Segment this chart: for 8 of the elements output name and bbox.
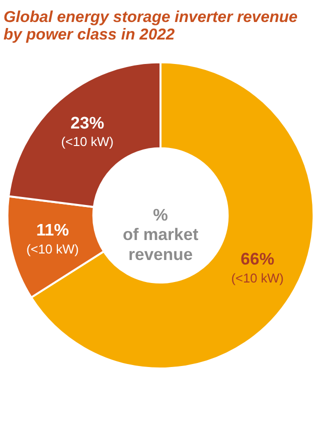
data-label: 66%	[240, 250, 274, 269]
data-label: 23%	[70, 113, 104, 132]
chart-title: Global energy storage inverter revenue by power class in 2022	[3, 8, 298, 44]
slice-label: (<10 kW)	[61, 134, 114, 150]
slice-label: (<10 kW)	[231, 270, 284, 286]
data-label: 11%	[36, 220, 69, 240]
text: % of market revenue	[122, 205, 199, 264]
slice-label: (<10 kW)	[26, 241, 79, 256]
